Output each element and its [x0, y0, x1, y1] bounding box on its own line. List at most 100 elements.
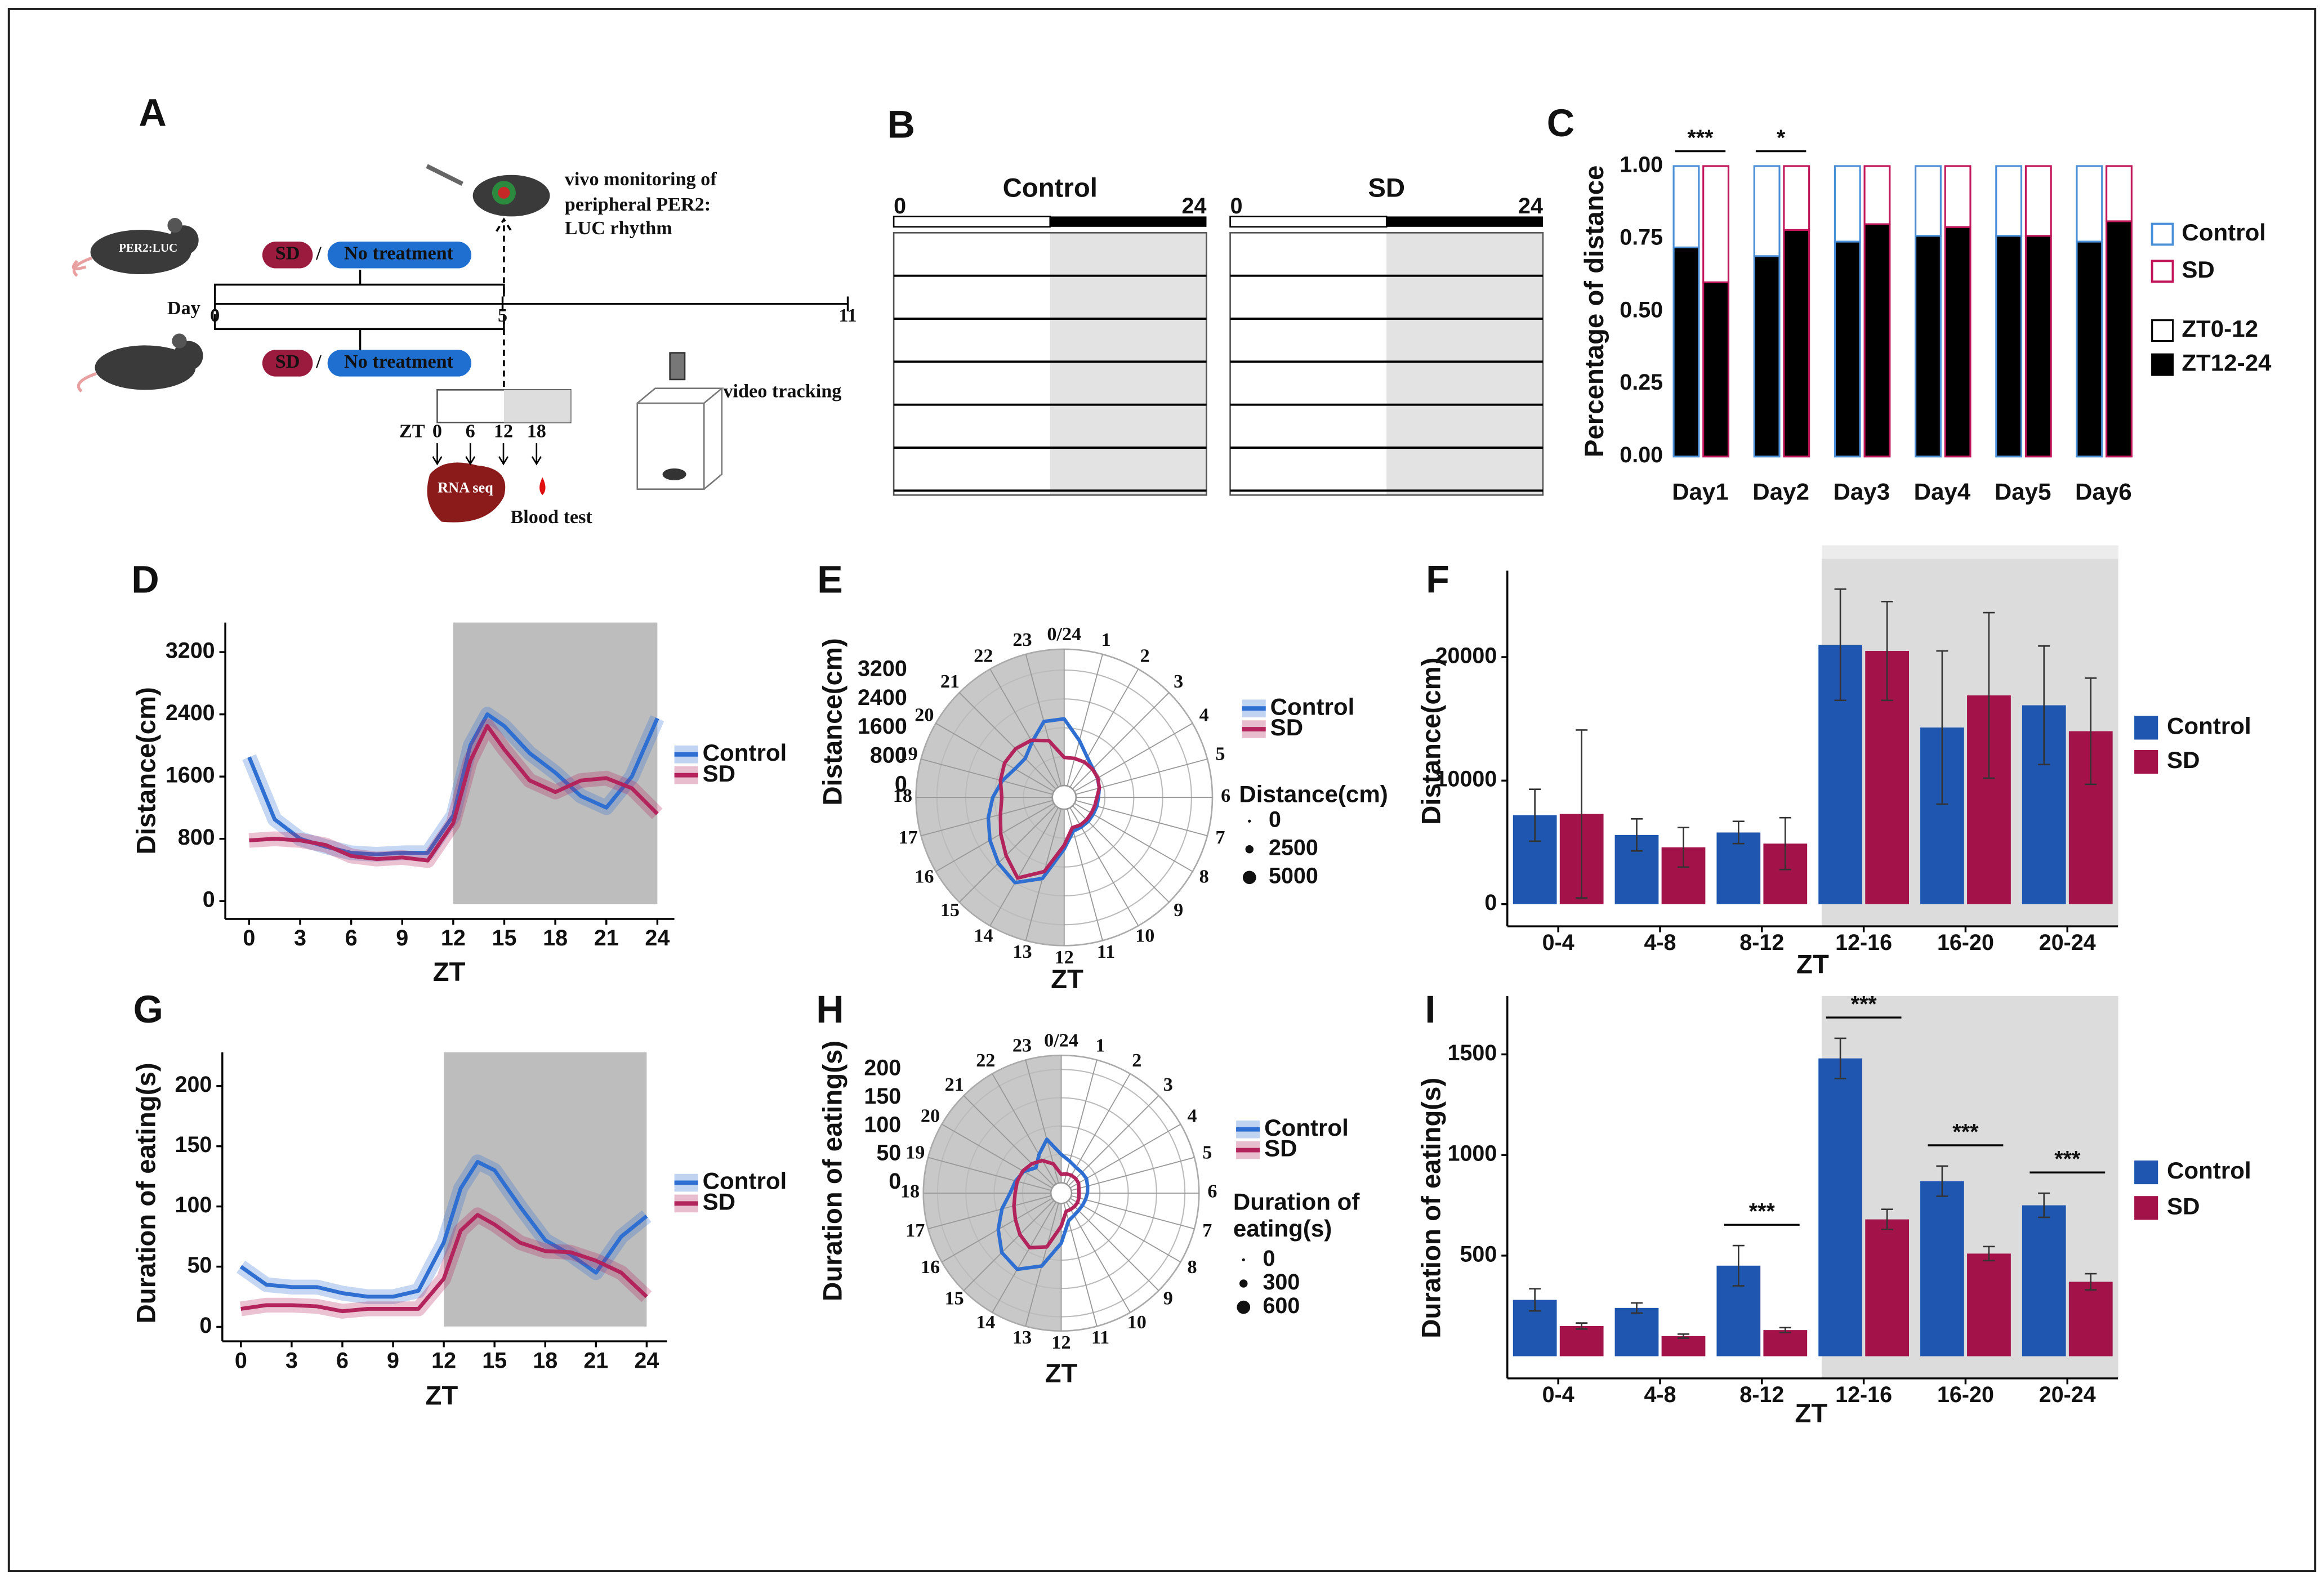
x-tick-label: 6: [336, 1348, 349, 1373]
hour-label: 3: [1174, 671, 1183, 692]
bar-segment: [2106, 165, 2133, 222]
bar: [2068, 1282, 2113, 1356]
spoke: [942, 1123, 1053, 1189]
x-tick-label: 9: [387, 1348, 399, 1373]
bar: [1559, 1325, 1604, 1356]
spoke: [1065, 1073, 1131, 1185]
sampling-arrow: [531, 443, 542, 466]
size-legend-dot: [1248, 819, 1251, 823]
bar-segment: [1753, 255, 1781, 458]
y-axis-label: Duration of eating(s): [818, 1041, 847, 1301]
y-tick-label: 1600: [166, 763, 215, 788]
legend-key: [2151, 319, 2174, 342]
error-bar: [1677, 1333, 1690, 1339]
error-bar: [1529, 1288, 1541, 1312]
x-tick-label: 0-4: [1542, 1382, 1574, 1407]
y-tick-label: 150: [175, 1132, 212, 1157]
bar-segment: [1672, 165, 1700, 248]
actogram-dark-phase: [1386, 233, 1543, 496]
actogram-title: Control: [1003, 173, 1098, 203]
x-tick-label: 12-16: [1835, 930, 1892, 955]
sampling-arrow: [498, 443, 509, 466]
bar-segment: [1944, 165, 1971, 228]
x-tick-label: 6: [345, 926, 358, 950]
actogram-tick-label: 24: [1518, 194, 1543, 218]
bar-segment: [1944, 226, 1971, 458]
dark-bar: [1050, 216, 1207, 227]
spoke: [1071, 1195, 1195, 1230]
treatment: SD: [275, 351, 300, 372]
y-axis-label: Distance(cm): [818, 638, 847, 805]
error-bar: [1576, 729, 1588, 899]
spoke: [1070, 1123, 1181, 1189]
hour-label: 9: [1163, 1288, 1173, 1309]
x-tick-label: 0: [243, 926, 255, 950]
legend-label: ZT12-24: [2182, 350, 2272, 376]
x-tick-label: 4-8: [1644, 930, 1676, 955]
r-tick-label: 0: [895, 772, 907, 797]
hour-label: 7: [1202, 1220, 1212, 1241]
size-legend-dot: [1242, 1258, 1245, 1261]
hour-label: 17: [899, 827, 918, 848]
panel-label: F: [1426, 558, 1449, 601]
r-tick-label: 100: [864, 1112, 901, 1137]
size-legend-label: 300: [1263, 1270, 1300, 1295]
spoke: [989, 668, 1059, 788]
x-tick-label: 21: [594, 926, 619, 950]
pill: [327, 350, 471, 377]
size-legend-label: 5000: [1269, 864, 1318, 889]
bar-segment: [1672, 246, 1700, 458]
error-bar: [1576, 1322, 1588, 1330]
hour-label: 1: [1101, 630, 1110, 650]
legend-key: [2134, 749, 2158, 774]
hour-label: 15: [945, 1288, 964, 1309]
error-bar: [1677, 827, 1690, 868]
legend-label: SD: [703, 1188, 736, 1215]
x-axis-label: ZT: [1796, 950, 1829, 980]
hour-label: 11: [1091, 1327, 1109, 1348]
hour-label: 16: [921, 1257, 940, 1278]
diagram: A PER2:LUC SD / No treatment SD / No tre…: [72, 91, 848, 528]
error-bar: [1779, 1327, 1791, 1333]
hour-label: 23: [1012, 1035, 1032, 1056]
y-tick-label: 1500: [1448, 1041, 1497, 1065]
y-tick-label: 50: [187, 1253, 212, 1278]
y-tick-label: 0.50: [1620, 297, 1663, 322]
error-bar: [1936, 1165, 1948, 1197]
hour-label: 2: [1132, 1050, 1141, 1071]
spoke: [959, 692, 1056, 789]
x-tick-label: Day2: [1752, 479, 1809, 505]
x-tick-label: 24: [634, 1348, 659, 1373]
y-tick-label: 0: [199, 1313, 212, 1338]
spoke: [1072, 692, 1170, 789]
y-tick-label: 500: [1460, 1242, 1497, 1266]
spoke: [989, 807, 1059, 926]
panel-label: E: [817, 558, 843, 601]
x-tick-label: 20-24: [2039, 1382, 2096, 1407]
annotation: LUC rhythm: [565, 218, 672, 239]
spoke: [935, 722, 1055, 792]
hour-label: 19: [899, 744, 918, 765]
series-line: [240, 1213, 648, 1314]
hour-label: 16: [915, 866, 934, 887]
significance-label: ***: [1687, 126, 1714, 150]
hour-label: 6: [1207, 1181, 1217, 1202]
x-axis-label: ZT: [1051, 965, 1083, 994]
dark-phase: [444, 1052, 647, 1327]
arrow: [496, 217, 512, 413]
bar: [1818, 1058, 1862, 1356]
legend-label: Control: [703, 739, 787, 766]
series-line: [239, 1159, 648, 1299]
hour-label: 23: [1012, 630, 1032, 650]
hour-label: 5: [1202, 1142, 1212, 1163]
camera: [669, 352, 686, 381]
y-tick-label: 2400: [166, 700, 215, 725]
error-bar: [1630, 818, 1643, 852]
r-tick-label: 0: [889, 1169, 901, 1194]
size-legend-label: 0: [1269, 807, 1281, 832]
x-tick-label: 3: [286, 1348, 298, 1373]
bar-segment: [2024, 235, 2052, 458]
legend-label: SD: [2182, 256, 2215, 283]
bar: [1865, 1219, 1910, 1356]
legend-key: [2134, 1161, 2158, 1185]
